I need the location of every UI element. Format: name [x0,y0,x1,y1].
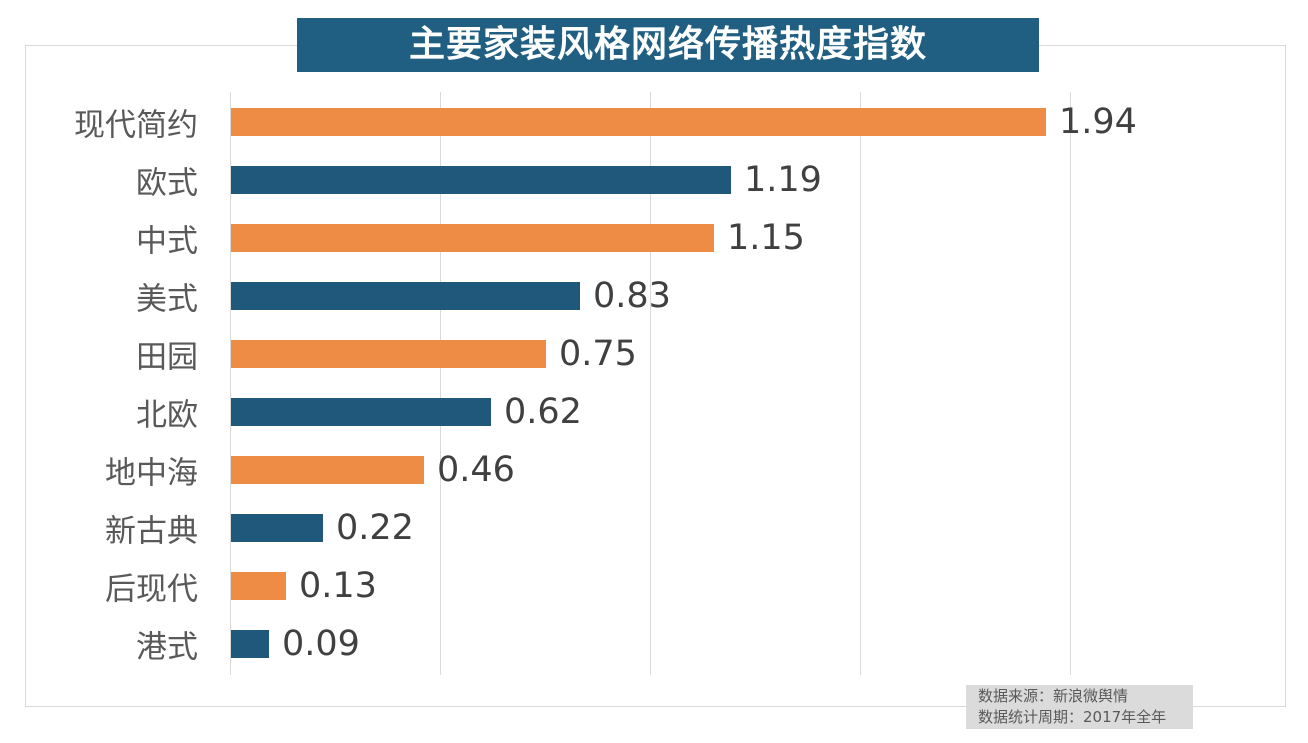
bar [231,398,491,426]
value-label: 0.62 [504,392,582,432]
category-label: 港式 [136,629,198,666]
gridline [650,92,651,675]
category-label: 美式 [136,281,198,318]
value-label: 1.19 [744,160,822,200]
value-label: 0.13 [299,566,377,606]
category-label: 欧式 [136,165,198,202]
chart-title: 主要家装风格网络传播热度指数 [297,18,1039,72]
category-label: 后现代 [105,571,198,608]
bar [231,630,269,658]
value-label: 0.09 [282,624,360,664]
value-label: 1.15 [727,218,805,258]
bar [231,166,731,194]
category-label: 北欧 [136,397,198,434]
value-label: 0.46 [437,450,515,490]
gridline [860,92,861,675]
bar [231,224,714,252]
value-label: 0.22 [336,508,414,548]
bar [231,340,546,368]
category-label: 现代简约 [74,107,198,144]
bar [231,514,323,542]
bar [231,572,286,600]
value-label: 0.83 [593,276,671,316]
source-line-period: 数据统计周期：2017年全年 [978,708,1167,726]
category-label: 田园 [136,339,198,376]
source-box: 数据来源：新浪微舆情 数据统计周期：2017年全年 [966,685,1193,729]
gridline [440,92,441,675]
value-label: 0.75 [559,334,637,374]
gridline [230,92,231,675]
bar [231,456,424,484]
bar [231,108,1046,136]
value-label: 1.94 [1059,102,1137,142]
bar [231,282,580,310]
category-label: 中式 [136,223,198,260]
gridline [1070,92,1071,675]
category-label: 新古典 [105,513,198,550]
category-label: 地中海 [105,455,198,492]
source-line-datasource: 数据来源：新浪微舆情 [978,687,1129,705]
